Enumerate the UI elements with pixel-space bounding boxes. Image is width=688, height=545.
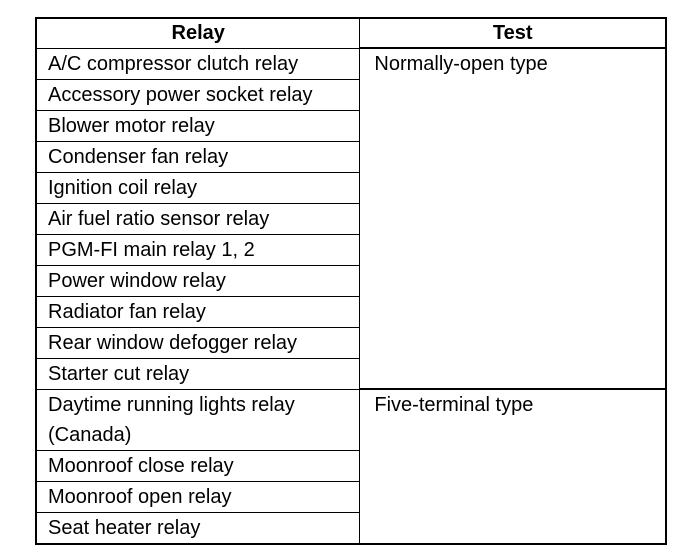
header-row: Relay Test: [35, 17, 667, 49]
table-row: Blower motor relay: [35, 109, 666, 142]
header-test: Test: [359, 17, 667, 49]
relay-cell: Starter cut relay: [35, 357, 361, 390]
relay-cell: Daytime running lights relay (Canada): [35, 388, 361, 451]
relay-cell: Rear window defogger relay: [35, 326, 361, 359]
table-row: A/C compressor clutch relay Normally-open…: [35, 47, 667, 390]
relay-cell: Moonroof open relay: [35, 480, 361, 513]
table-row: Radiator fan relay: [35, 295, 666, 328]
relay-cell: Ignition coil relay: [35, 171, 361, 204]
relay-cell: PGM-FI main relay 1, 2: [35, 233, 361, 266]
relay-cell: A/C compressor clutch relay: [35, 47, 361, 80]
relay-cell: Air fuel ratio sensor relay: [35, 202, 361, 235]
table-row: Accessory power socket relay: [35, 78, 666, 111]
table-row: Starter cut relay: [35, 357, 666, 390]
relay-test-table: Relay Test A/C compressor clutch relay No…: [35, 17, 667, 545]
table-row: Rear window defogger relay: [35, 326, 666, 359]
table-row: Seat heater relay: [35, 511, 666, 544]
relay-cell: Moonroof close relay: [35, 449, 361, 482]
relay-cell: Accessory power socket relay: [35, 78, 361, 111]
table-row: Ignition coil relay: [35, 171, 666, 204]
table-row: Moonroof open relay: [35, 480, 666, 513]
table-row: Air fuel ratio sensor relay: [35, 202, 666, 235]
relay-cell: Seat heater relay: [35, 511, 361, 544]
header-relay: Relay: [35, 17, 361, 49]
table-row: Daytime running lights relay (Canada) Fiv…: [35, 388, 667, 544]
table-row: Power window relay: [35, 264, 666, 297]
test-cell: Five-terminal type: [359, 388, 667, 544]
relay-cell: Power window relay: [35, 264, 361, 297]
table-row: Moonroof close relay: [35, 449, 666, 482]
table-row: PGM-FI main relay 1, 2: [35, 233, 666, 266]
test-cell: Normally-open type: [359, 47, 667, 390]
relay-cell: Blower motor relay: [35, 109, 361, 142]
relay-cell: Radiator fan relay: [35, 295, 361, 328]
relay-cell: Condenser fan relay: [35, 140, 361, 173]
